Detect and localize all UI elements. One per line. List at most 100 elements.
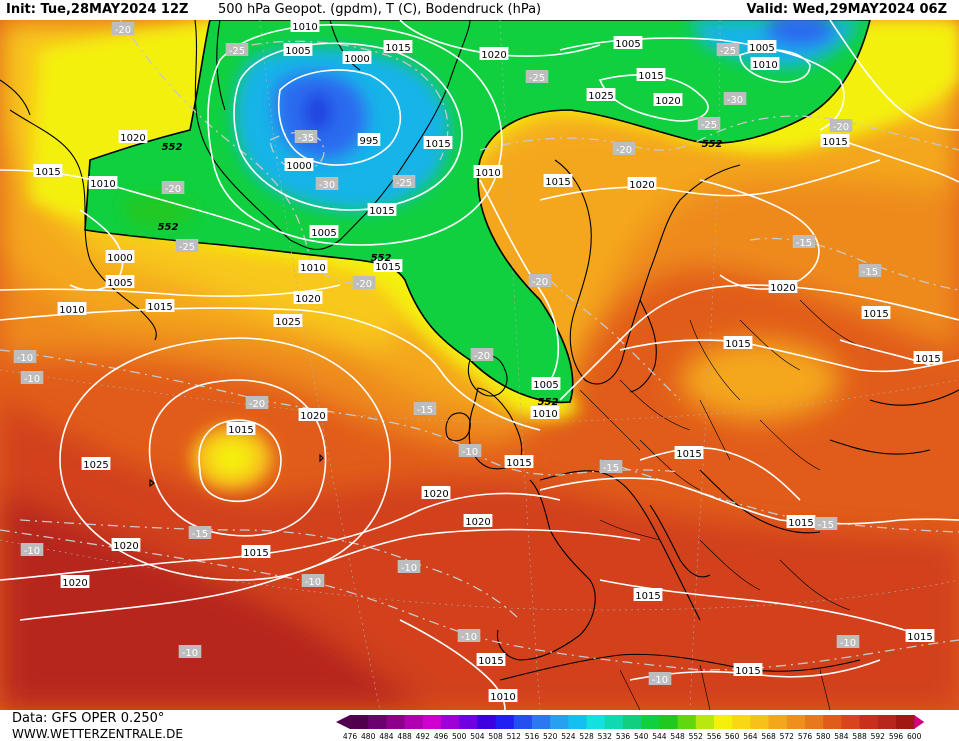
pressure-label: 1015 bbox=[674, 446, 704, 460]
pressure-label-bg bbox=[613, 36, 643, 49]
pressure-label-bg bbox=[733, 663, 763, 676]
pressure-label: 1015 bbox=[723, 336, 753, 350]
pressure-label-text: 1005 bbox=[311, 228, 336, 239]
pressure-label: 1015 bbox=[786, 515, 816, 529]
weather-map[interactable]: 1010 1005 1015 1000 1020 1005 1005 1010 1015 1025… bbox=[0, 20, 959, 710]
temperature-label-bg bbox=[188, 526, 212, 539]
pressure-label: 1015 bbox=[543, 174, 573, 188]
temperature-label: -10 bbox=[20, 371, 44, 385]
scale-label: 528 bbox=[579, 732, 594, 741]
temperature-label: -15 bbox=[858, 264, 882, 278]
temperature-label: -35 bbox=[294, 130, 318, 144]
pressure-label: 1020 bbox=[653, 93, 683, 107]
pressure-label-text: 1005 bbox=[285, 46, 310, 57]
scale-label: 552 bbox=[689, 732, 704, 741]
pressure-label: 1015 bbox=[33, 164, 63, 178]
pressure-label: 1005 bbox=[283, 43, 313, 57]
pressure-label-bg bbox=[423, 136, 453, 149]
pressure-label-text: 1010 bbox=[292, 22, 317, 33]
pressure-label: 1020 bbox=[421, 486, 451, 500]
temperature-label: -20 bbox=[245, 396, 269, 410]
pressure-label-bg bbox=[750, 57, 780, 70]
temperature-label-text: -25 bbox=[229, 46, 245, 57]
pressure-label-bg bbox=[290, 20, 320, 32]
pressure-label-bg bbox=[531, 377, 561, 390]
temperature-label-text: -15 bbox=[862, 267, 878, 278]
scale-swatch bbox=[532, 715, 551, 729]
pressure-label-bg bbox=[298, 260, 328, 273]
field-orange-balkan bbox=[680, 340, 840, 420]
geopot-label-text: 552 bbox=[158, 222, 179, 233]
pressure-label: 1010 bbox=[298, 260, 328, 274]
scale-swatch bbox=[550, 715, 569, 729]
scale-swatch bbox=[441, 715, 460, 729]
pressure-label: 1010 bbox=[57, 302, 87, 316]
scale-label: 516 bbox=[525, 732, 540, 741]
geopot-label: 552 bbox=[538, 397, 559, 408]
baffin-coast bbox=[0, 79, 31, 116]
temperature-label-text: -20 bbox=[165, 184, 181, 195]
temperature-label: -20 bbox=[829, 119, 853, 133]
pressure-label: 1015 bbox=[636, 68, 666, 82]
init-time: Init: Tue,28MAY2024 12Z bbox=[6, 2, 189, 17]
temperature-label: -10 bbox=[20, 543, 44, 557]
pressure-label: 1020 bbox=[111, 538, 141, 552]
temperature-label-bg bbox=[814, 517, 838, 530]
temperature-label-bg bbox=[599, 460, 623, 473]
temperature-label-text: -10 bbox=[401, 563, 417, 574]
scandinavia-coast bbox=[554, 159, 741, 385]
atlantic-islands bbox=[149, 453, 324, 488]
data-source: Data: GFS OPER 0.250° bbox=[12, 711, 165, 726]
temperature-label: -15 bbox=[188, 526, 212, 540]
temperature-label: -20 bbox=[352, 276, 376, 290]
temperature-label-text: -20 bbox=[115, 25, 131, 36]
temperature-label-bg bbox=[301, 574, 325, 587]
pressure-label-bg bbox=[820, 134, 850, 147]
temperature-label-text: -10 bbox=[305, 577, 321, 588]
temperature-label: -30 bbox=[315, 177, 339, 191]
pressure-label-bg bbox=[636, 68, 666, 81]
pressure-label-text: 1020 bbox=[655, 96, 680, 107]
pressure-label-text: 1020 bbox=[629, 180, 654, 191]
temperature-label: -20 bbox=[528, 274, 552, 288]
temperature-label-bg bbox=[175, 239, 199, 252]
scale-swatch bbox=[368, 715, 387, 729]
pressure-label-text: 1000 bbox=[107, 253, 132, 264]
pressure-label-bg bbox=[241, 545, 271, 558]
pressure-label: 1020 bbox=[479, 47, 509, 61]
temperature-label: -25 bbox=[697, 117, 721, 131]
scale-label: 568 bbox=[761, 732, 776, 741]
scale-label: 480 bbox=[361, 732, 376, 741]
pressure-label-text: 1005 bbox=[533, 380, 558, 391]
pressure-label-text: 1005 bbox=[749, 43, 774, 54]
temperature-label-bg bbox=[457, 629, 481, 642]
scale-label: 584 bbox=[834, 732, 849, 741]
temperature-label-text: -20 bbox=[616, 145, 632, 156]
temperature-label-bg bbox=[836, 635, 860, 648]
pressure-label-bg bbox=[653, 93, 683, 106]
pressure-label-text: 1015 bbox=[369, 206, 394, 217]
labrador-coast bbox=[9, 109, 157, 341]
pressure-label-text: 1015 bbox=[425, 139, 450, 150]
pressure-label: 1005 bbox=[613, 36, 643, 50]
scale-swatch bbox=[659, 715, 679, 729]
pressure-label-text: 1015 bbox=[228, 425, 253, 436]
pressure-label-text: 1010 bbox=[490, 692, 515, 703]
scale-swatch bbox=[695, 715, 715, 729]
temperature-label: -20 bbox=[612, 142, 636, 156]
pressure-label-text: 1015 bbox=[822, 137, 847, 148]
caspian-coast bbox=[869, 389, 959, 406]
temperature-label-text: -25 bbox=[179, 242, 195, 253]
pressure-label: 1000 bbox=[105, 250, 135, 264]
temperature-label-text: -10 bbox=[652, 675, 668, 686]
field-high-core bbox=[212, 442, 252, 474]
temperature-label-text: -15 bbox=[417, 405, 433, 416]
temperature-label-bg bbox=[716, 43, 740, 56]
scale-label: 540 bbox=[634, 732, 649, 741]
pressure-label-bg bbox=[293, 291, 323, 304]
temperature-label-text: -10 bbox=[840, 638, 856, 649]
temperature-label: -10 bbox=[13, 350, 37, 364]
pressure-label-bg bbox=[627, 177, 657, 190]
temperature-label-text: -15 bbox=[603, 463, 619, 474]
pressure-label: 1020 bbox=[627, 177, 657, 191]
